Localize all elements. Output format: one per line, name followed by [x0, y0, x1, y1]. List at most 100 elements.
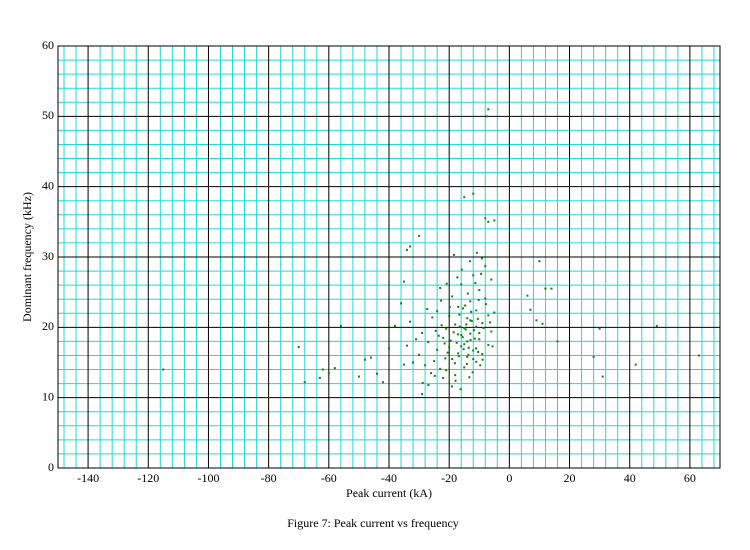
- y-tick-label: 30: [42, 249, 54, 263]
- y-tick-label: 0: [48, 460, 54, 474]
- point: [430, 372, 433, 375]
- point: [601, 375, 604, 378]
- point: [433, 360, 436, 363]
- point: [459, 388, 462, 391]
- point: [409, 320, 412, 323]
- point: [363, 358, 366, 361]
- point: [448, 305, 451, 308]
- x-tick-label: -140: [77, 471, 99, 485]
- point: [456, 276, 459, 279]
- point: [456, 333, 459, 336]
- point: [469, 332, 472, 335]
- point: [461, 336, 464, 339]
- point: [493, 219, 496, 222]
- point: [442, 376, 445, 379]
- point: [436, 310, 439, 313]
- point: [472, 357, 475, 360]
- y-tick-label: 60: [42, 38, 54, 52]
- point: [478, 331, 481, 334]
- point: [318, 376, 321, 379]
- point: [484, 297, 487, 300]
- point: [460, 334, 463, 337]
- point: [466, 340, 469, 343]
- point: [339, 324, 342, 327]
- point: [480, 257, 483, 260]
- point: [409, 245, 412, 248]
- point: [406, 248, 409, 251]
- y-tick-label: 50: [42, 108, 54, 122]
- point: [491, 345, 494, 348]
- point: [472, 329, 475, 332]
- point: [454, 323, 457, 326]
- point: [485, 115, 488, 118]
- point: [444, 357, 447, 360]
- point: [381, 381, 384, 384]
- point: [455, 341, 458, 344]
- point: [446, 351, 449, 354]
- point: [465, 323, 468, 326]
- point: [457, 355, 460, 358]
- point: [445, 327, 448, 330]
- point: [481, 322, 484, 325]
- point: [467, 346, 470, 349]
- point: [303, 381, 306, 384]
- point: [470, 320, 473, 323]
- point: [469, 319, 472, 322]
- point: [529, 308, 532, 311]
- chart-title: Figure 7: Peak current vs frequency: [287, 516, 459, 530]
- point: [434, 329, 437, 332]
- point: [478, 289, 481, 292]
- point: [598, 327, 601, 330]
- grid: [58, 45, 720, 469]
- point: [421, 381, 424, 384]
- x-tick-label: 60: [684, 471, 696, 485]
- point: [449, 339, 452, 342]
- point: [388, 347, 390, 350]
- x-tick-label: -120: [137, 471, 159, 485]
- y-tick-label: 40: [42, 178, 54, 192]
- point: [453, 362, 456, 365]
- point: [544, 287, 547, 290]
- point: [526, 294, 529, 297]
- point: [327, 372, 330, 375]
- point: [406, 344, 409, 347]
- point: [471, 371, 474, 374]
- x-tick-label: 40: [624, 471, 636, 485]
- x-tick-label: -100: [197, 471, 219, 485]
- point: [473, 337, 476, 340]
- point: [477, 350, 480, 353]
- point: [369, 356, 372, 359]
- point: [484, 217, 487, 220]
- point: [476, 317, 479, 320]
- point: [475, 325, 478, 328]
- point: [538, 260, 541, 263]
- point: [472, 192, 475, 195]
- points: [162, 108, 700, 396]
- point: [463, 196, 466, 199]
- point: [490, 278, 493, 281]
- point: [634, 363, 637, 366]
- plot-frame: [57, 45, 721, 469]
- point: [489, 321, 492, 324]
- point: [592, 355, 595, 358]
- x-tick-label: -40: [381, 471, 397, 485]
- point: [487, 343, 490, 346]
- point: [448, 346, 451, 349]
- point: [440, 324, 443, 327]
- point: [697, 354, 700, 357]
- point: [478, 338, 481, 341]
- point: [421, 393, 424, 396]
- point: [541, 322, 544, 325]
- point: [458, 313, 461, 316]
- point: [375, 372, 378, 375]
- point: [297, 346, 300, 349]
- point: [480, 272, 483, 275]
- point: [460, 268, 463, 271]
- point: [462, 307, 465, 310]
- point: [466, 317, 469, 320]
- point: [484, 303, 487, 306]
- point: [442, 336, 445, 339]
- point: [493, 311, 496, 314]
- point: [487, 220, 490, 223]
